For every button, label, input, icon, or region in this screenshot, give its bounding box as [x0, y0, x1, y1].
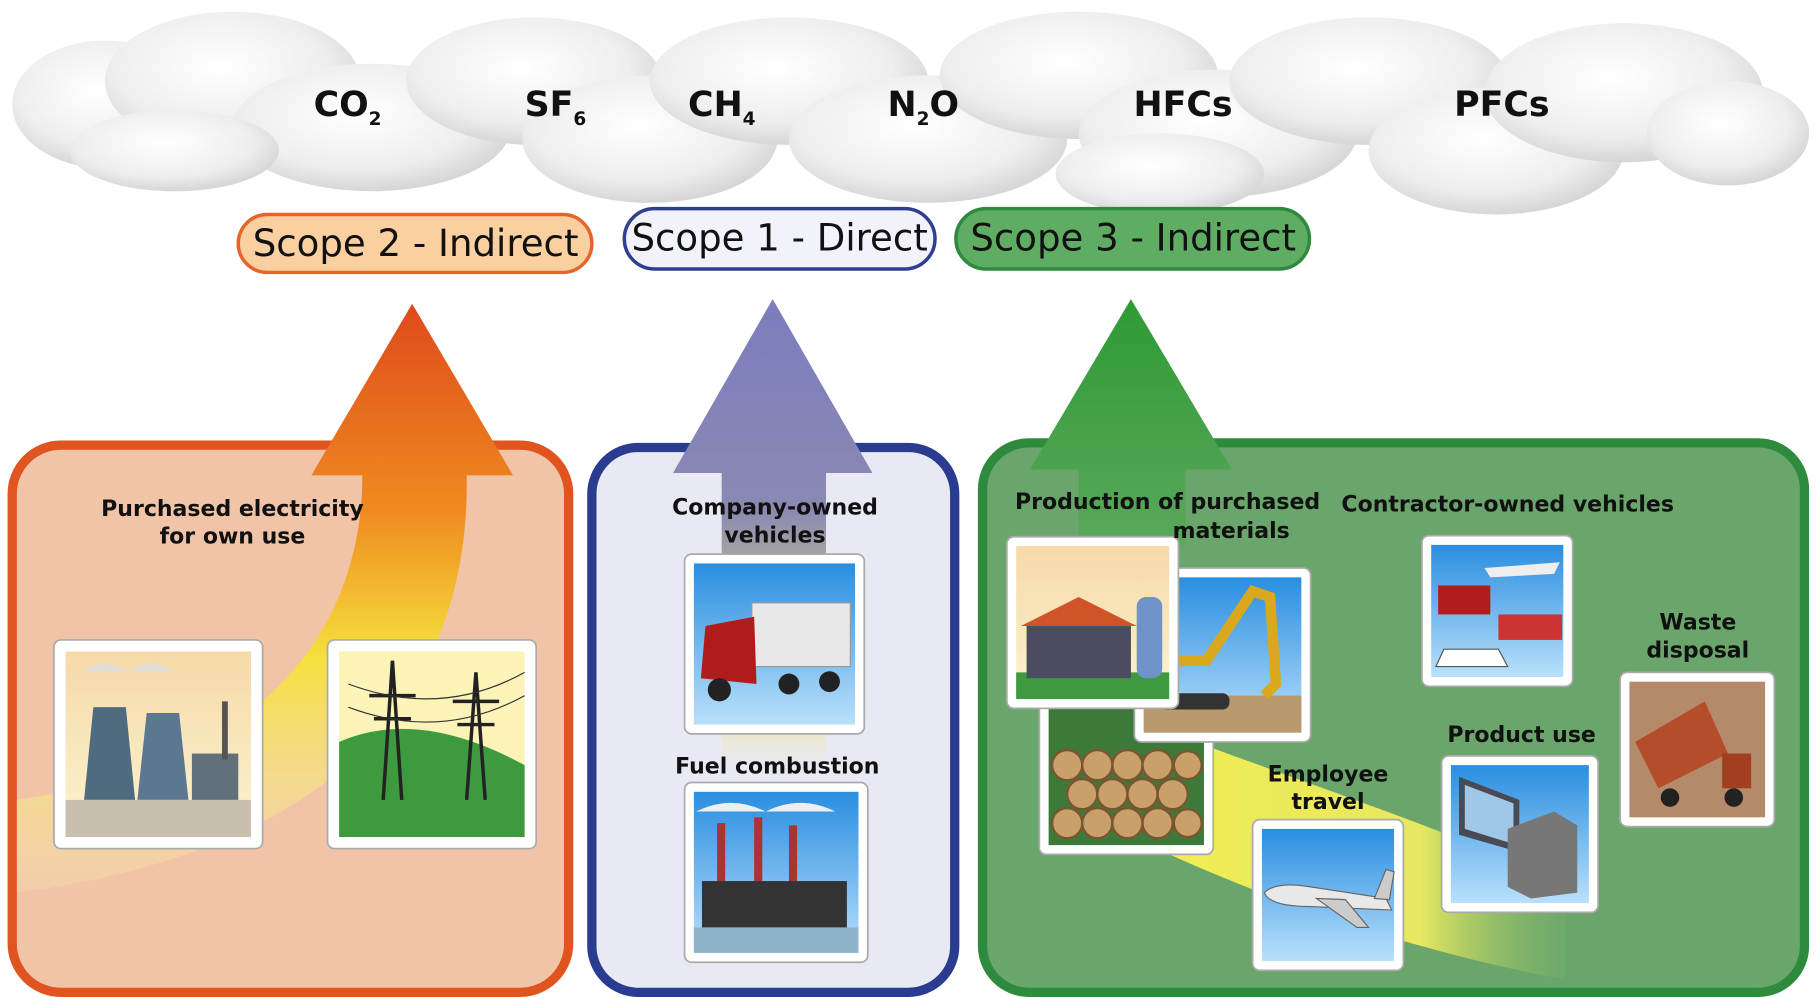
source-label: Waste: [1659, 611, 1736, 636]
source-label: Fuel combustion: [675, 754, 879, 779]
source-label: Product use: [1447, 723, 1595, 748]
formula: CO: [314, 85, 369, 125]
source-label: vehicles: [724, 524, 825, 549]
formula: N: [887, 85, 916, 125]
gas-label: HFCs: [1134, 85, 1233, 125]
diagram: CO2 SF6 CH4 N2O HFCs PFCs Scope 2 - Indi…: [0, 0, 1819, 997]
source-label: disposal: [1646, 638, 1749, 663]
icon-computer: [1442, 756, 1599, 913]
subscript: 2: [369, 109, 382, 130]
source-label: Company-owned: [672, 496, 878, 521]
source-label: materials: [1173, 519, 1290, 544]
icon-dump-truck: [1620, 672, 1774, 826]
scope-label: Scope 2 - Indirect: [253, 222, 579, 265]
subscript: 2: [917, 109, 930, 130]
scope-label: Scope 1 - Direct: [632, 216, 928, 259]
source-label: Employee: [1268, 762, 1389, 787]
icon-barn: [1007, 537, 1179, 709]
page: GHG Scopes html, body { margin: 0; paddi…: [0, 0, 1819, 997]
scope-label: Scope 3 - Indirect: [970, 216, 1296, 259]
subscript: 4: [743, 109, 756, 130]
source-label: Production of purchased: [1015, 490, 1320, 515]
formula: CH: [688, 85, 743, 125]
source-label: for own use: [160, 525, 306, 550]
icon-power-lines: [328, 640, 537, 849]
icon-factory: [685, 783, 868, 963]
source-label: Purchased electricity: [101, 497, 364, 522]
formula: SF: [525, 85, 574, 125]
formula-suffix: O: [929, 85, 959, 125]
icon-contractor-vehicles: [1422, 536, 1573, 687]
gas-label: PFCs: [1454, 85, 1549, 125]
icon-airplane: [1253, 820, 1404, 971]
subscript: 6: [573, 109, 586, 130]
icon-truck: [685, 554, 865, 734]
source-label: travel: [1291, 790, 1364, 815]
icon-power-plant: [54, 640, 263, 849]
body: {"gases": [ {"formula": "CO", "subscript…: [0, 0, 1819, 997]
source-label: Contractor-owned vehicles: [1341, 492, 1674, 517]
